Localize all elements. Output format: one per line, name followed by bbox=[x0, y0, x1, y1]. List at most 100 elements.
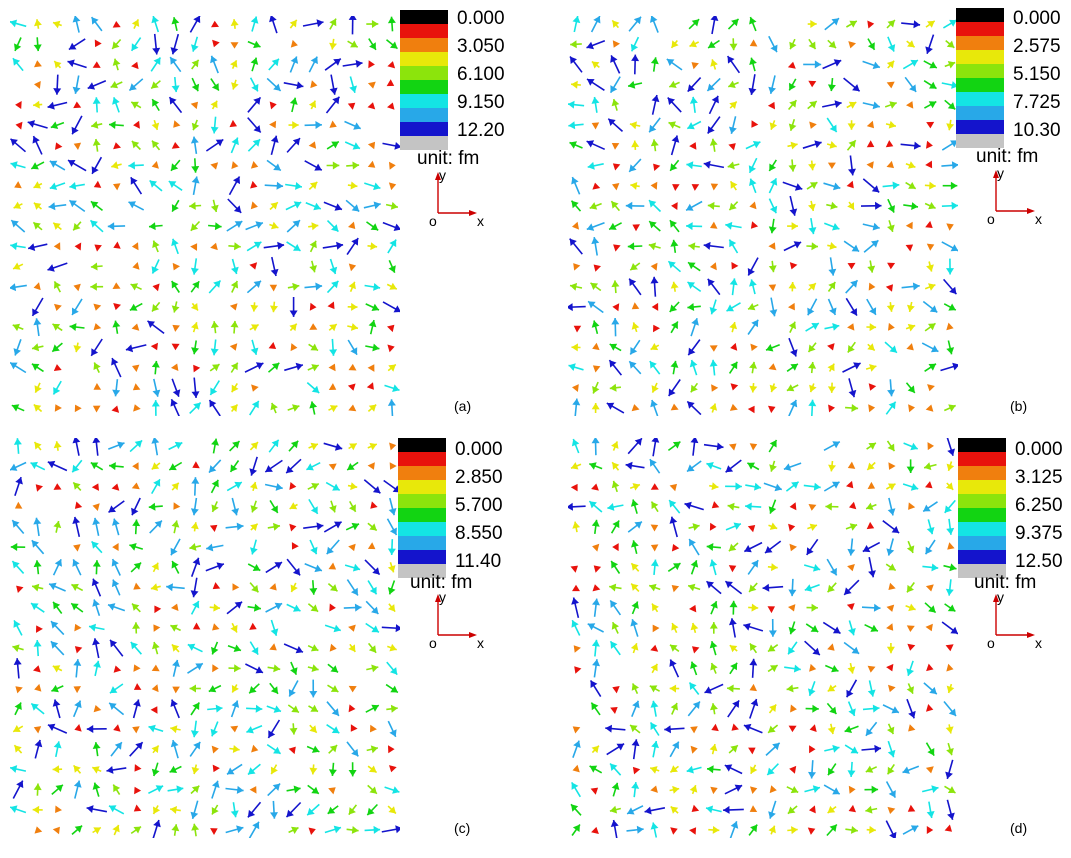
vector-arrow-icon bbox=[630, 340, 640, 354]
vector-arrow-icon bbox=[210, 56, 218, 73]
vector-arrow-icon bbox=[945, 604, 956, 612]
vector-arrow-icon bbox=[828, 583, 837, 592]
vector-arrow-icon bbox=[348, 103, 356, 110]
vector-arrow-icon bbox=[149, 503, 163, 511]
vector-arrow-icon bbox=[849, 502, 856, 510]
legend-swatch bbox=[400, 10, 448, 24]
vector-arrow-icon bbox=[749, 202, 756, 210]
vector-arrow-icon bbox=[903, 483, 918, 491]
vector-arrow-icon bbox=[387, 40, 398, 49]
vector-arrow-icon bbox=[211, 101, 218, 109]
vector-arrow-icon bbox=[908, 805, 916, 812]
vector-arrow-icon bbox=[868, 482, 876, 489]
vector-arrow-icon bbox=[750, 699, 758, 719]
vector-arrow-icon bbox=[172, 17, 180, 31]
vector-arrow-icon bbox=[572, 439, 579, 453]
vector-arrow-icon bbox=[325, 826, 341, 834]
vector-arrow-icon bbox=[286, 459, 301, 473]
vector-arrow-icon bbox=[671, 703, 678, 715]
vector-arrow-icon bbox=[710, 523, 717, 531]
vector-arrow-icon bbox=[749, 583, 757, 592]
vector-arrow-icon bbox=[251, 17, 259, 32]
vector-arrow-icon bbox=[784, 463, 801, 471]
vector-arrow-icon bbox=[688, 282, 701, 291]
vector-arrow-icon bbox=[388, 562, 396, 572]
vector-arrow-icon bbox=[728, 700, 739, 717]
vector-arrow-icon bbox=[151, 81, 160, 89]
vector-arrow-icon bbox=[131, 102, 141, 109]
vector-arrow-icon bbox=[907, 302, 915, 312]
vector-arrow-icon bbox=[887, 643, 895, 653]
vector-arrow-icon bbox=[292, 542, 299, 550]
vector-arrow-icon bbox=[907, 683, 914, 693]
vector-arrow-icon bbox=[749, 362, 757, 373]
vector-arrow-icon bbox=[902, 283, 920, 291]
vector-arrow-icon bbox=[608, 119, 622, 132]
vector-arrow-icon bbox=[847, 102, 857, 109]
legend-swatch bbox=[398, 466, 446, 480]
vector-arrow-icon bbox=[710, 601, 717, 614]
vector-arrow-icon bbox=[945, 825, 952, 832]
vector-arrow-icon bbox=[33, 222, 42, 229]
vector-arrow-icon bbox=[849, 378, 857, 397]
vector-arrow-icon bbox=[789, 400, 797, 416]
vector-arrow-icon bbox=[769, 619, 777, 637]
vector-arrow-icon bbox=[587, 223, 605, 231]
vector-arrow-icon bbox=[886, 402, 895, 415]
vector-arrow-icon bbox=[751, 120, 758, 128]
vector-arrow-icon bbox=[111, 358, 121, 377]
vector-arrow-icon bbox=[305, 564, 322, 572]
vector-arrow-icon bbox=[671, 361, 679, 374]
vector-arrow-icon bbox=[632, 322, 640, 332]
vector-arrow-icon bbox=[788, 579, 796, 596]
vector-arrow-icon bbox=[54, 483, 62, 490]
vector-arrow-icon bbox=[364, 183, 380, 191]
vector-arrow-icon bbox=[650, 786, 658, 793]
vector-arrow-icon bbox=[54, 242, 61, 250]
legend-swatch bbox=[398, 480, 446, 494]
vector-arrow-icon bbox=[687, 766, 702, 774]
vector-arrow-icon bbox=[306, 463, 320, 471]
vector-arrow-icon bbox=[151, 583, 161, 591]
vector-arrow-icon bbox=[588, 162, 604, 170]
vector-arrow-icon bbox=[688, 242, 699, 250]
vector-arrow-icon bbox=[72, 559, 80, 575]
vector-arrow-icon bbox=[609, 584, 621, 592]
vector-arrow-icon bbox=[48, 461, 67, 471]
vector-arrow-icon bbox=[650, 459, 660, 473]
vector-arrow-icon bbox=[887, 82, 895, 89]
vector-arrow-icon bbox=[787, 685, 799, 693]
vector-arrow-icon bbox=[632, 602, 639, 614]
vector-arrow-icon bbox=[692, 62, 699, 69]
vector-arrow-icon bbox=[744, 543, 762, 553]
x-axis-label: x bbox=[477, 213, 484, 228]
vector-arrow-icon bbox=[113, 303, 121, 310]
vector-arrow-icon bbox=[33, 318, 41, 336]
vector-arrow-icon bbox=[612, 543, 619, 551]
vector-arrow-icon bbox=[53, 665, 62, 672]
vector-arrow-icon bbox=[730, 821, 738, 838]
vector-arrow-icon bbox=[73, 438, 81, 456]
vector-arrow-icon bbox=[633, 767, 640, 775]
vector-arrow-icon bbox=[907, 583, 914, 593]
vector-arrow-icon bbox=[685, 502, 704, 510]
vector-arrow-icon bbox=[171, 239, 179, 254]
vector-arrow-icon bbox=[827, 825, 837, 836]
vector-arrow-icon bbox=[227, 482, 242, 491]
vector-arrow-icon bbox=[110, 640, 123, 656]
vector-arrow-icon bbox=[309, 828, 316, 836]
vector-arrow-icon bbox=[349, 704, 356, 712]
vector-arrow-icon bbox=[388, 17, 396, 32]
vector-arrow-icon bbox=[572, 585, 580, 591]
vector-arrow-icon bbox=[686, 161, 701, 169]
vector-arrow-icon bbox=[710, 787, 717, 794]
vector-arrow-icon bbox=[131, 62, 139, 69]
vector-arrow-icon bbox=[867, 522, 875, 529]
vector-arrow-icon bbox=[825, 323, 840, 331]
vector-arrow-icon bbox=[788, 142, 798, 150]
vector-arrow-icon bbox=[829, 299, 837, 315]
vector-arrow-icon bbox=[610, 600, 620, 615]
vector-arrow-icon bbox=[671, 322, 678, 333]
vector-arrow-icon bbox=[629, 159, 641, 172]
x-axis-label: x bbox=[1035, 635, 1042, 650]
